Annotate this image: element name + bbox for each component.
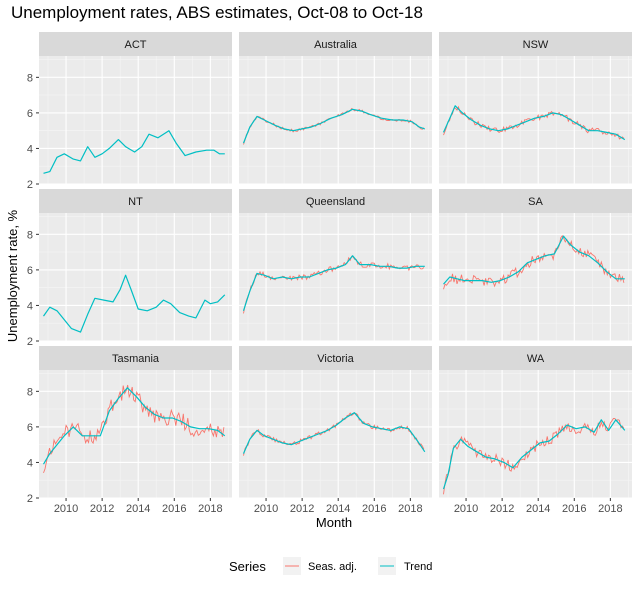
x-tick-label: 2010 xyxy=(54,503,78,515)
y-tick-label: 6 xyxy=(27,422,33,434)
x-tick-label: 2016 xyxy=(162,503,186,515)
series-line-trend-nt xyxy=(43,274,226,333)
strip-label-act: ACT xyxy=(125,39,147,51)
panel-tasmania: Tasmania 2 4 6 8 2010 2012 2014 2016 2018 xyxy=(27,346,232,515)
legend-label-trend: Trend xyxy=(404,561,432,573)
chart-title: Unemployment rates, ABS estimates, Oct-0… xyxy=(11,3,423,22)
strip-label-victoria: Victoria xyxy=(317,353,354,365)
y-axis-title: Unemployment rate, % xyxy=(5,209,20,342)
y-tick-label: 8 xyxy=(27,72,33,84)
x-tick-label: 2012 xyxy=(90,503,114,515)
strip-wa xyxy=(439,346,632,370)
panel-australia: Australia xyxy=(239,32,432,185)
series-line-trend-australia xyxy=(242,108,425,144)
x-axis-title: Month xyxy=(316,515,352,530)
legend-title: Series xyxy=(229,559,266,574)
y-tick-label: 2 xyxy=(27,493,33,505)
series-line-trend-wa xyxy=(442,419,626,490)
y-tick-label: 4 xyxy=(27,457,33,469)
x-tick-label: 2012 xyxy=(290,503,314,515)
strip-label-queensland: Queensland xyxy=(306,196,365,208)
x-tick-label: 2018 xyxy=(398,503,422,515)
series-line-seas-adj-victoria xyxy=(243,412,425,456)
x-tick-label: 2016 xyxy=(362,503,386,515)
x-tick-label: 2010 xyxy=(254,503,278,515)
strip-australia xyxy=(239,32,432,56)
panel-wa: WA 2010 2012 2014 2016 2018 xyxy=(439,346,632,515)
x-tick-label: 2016 xyxy=(562,503,586,515)
x-tick-label: 2014 xyxy=(526,503,550,515)
y-tick-label: 6 xyxy=(27,108,33,120)
x-tick-label: 2018 xyxy=(198,503,222,515)
y-tick-label: 4 xyxy=(27,143,33,155)
series-line-trend-victoria xyxy=(242,412,426,454)
x-tick-label: 2014 xyxy=(326,503,350,515)
plot-area-sa xyxy=(439,213,632,341)
series-line-seas-adj-sa xyxy=(443,234,625,290)
plot-area-nt xyxy=(39,213,232,341)
plot-area-act xyxy=(39,56,232,184)
y-tick-label: 8 xyxy=(27,386,33,398)
strip-queensland xyxy=(239,189,432,213)
plot-area-victoria xyxy=(239,370,432,498)
strip-label-nsw: NSW xyxy=(523,39,549,51)
strip-act xyxy=(39,32,232,56)
x-tick-label: 2014 xyxy=(126,503,150,515)
y-tick-label: 8 xyxy=(27,229,33,241)
strip-label-sa: SA xyxy=(528,196,543,208)
x-tick-label: 2010 xyxy=(454,503,478,515)
panel-victoria: Victoria 2010 2012 2014 2016 2018 xyxy=(239,346,432,515)
strip-label-tasmania: Tasmania xyxy=(112,353,160,365)
panel-act: ACT 2 4 6 8 xyxy=(27,32,232,191)
panel-queensland: Queensland xyxy=(239,189,432,342)
strip-label-australia: Australia xyxy=(314,39,358,51)
panel-nsw: NSW xyxy=(439,32,632,185)
panel-sa: SA xyxy=(439,189,632,342)
strip-nt xyxy=(39,189,232,213)
y-tick-label: 2 xyxy=(27,179,33,191)
plot-area-tasmania xyxy=(39,370,232,498)
strip-victoria xyxy=(239,346,432,370)
x-tick-label: 2018 xyxy=(598,503,622,515)
strip-nsw xyxy=(439,32,632,56)
strip-label-nt: NT xyxy=(128,196,143,208)
y-tick-label: 4 xyxy=(27,300,33,312)
series-line-trend-nsw xyxy=(442,105,626,141)
x-tick-label: 2012 xyxy=(490,503,514,515)
series-line-trend-act xyxy=(43,130,225,174)
series-line-trend-tasmania xyxy=(42,387,226,465)
plot-area-nsw xyxy=(439,56,632,184)
strip-label-wa: WA xyxy=(527,353,545,365)
facet-panels: ACT 2 4 6 8 Australia NSW NT 2 4 6 8 Queensland SA Tas… xyxy=(27,32,632,515)
strip-tasmania xyxy=(39,346,232,370)
series-line-trend-queensland xyxy=(242,255,425,311)
strip-sa xyxy=(439,189,632,213)
plot-area-wa xyxy=(439,370,632,498)
legend-label-seas-adj: Seas. adj. xyxy=(308,561,357,573)
series-line-trend-sa xyxy=(443,235,625,285)
panel-nt: NT 2 4 6 8 xyxy=(27,189,232,348)
legend: Series Seas. adj. Trend xyxy=(229,557,432,575)
y-tick-label: 6 xyxy=(27,265,33,277)
y-tick-label: 2 xyxy=(27,336,33,348)
